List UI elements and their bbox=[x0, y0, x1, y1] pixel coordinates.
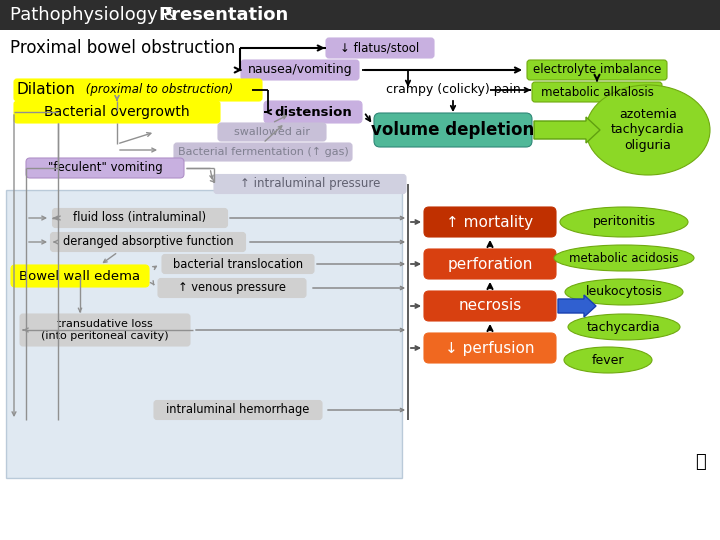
Text: Proximal bowel obstruction: Proximal bowel obstruction bbox=[10, 39, 235, 57]
FancyBboxPatch shape bbox=[424, 249, 556, 279]
Text: Presentation: Presentation bbox=[158, 6, 288, 24]
FancyBboxPatch shape bbox=[14, 79, 262, 101]
FancyBboxPatch shape bbox=[11, 265, 149, 287]
Text: fever: fever bbox=[592, 354, 624, 367]
Text: 🔊: 🔊 bbox=[695, 453, 706, 471]
FancyBboxPatch shape bbox=[241, 60, 359, 80]
Text: fluid loss (intraluminal): fluid loss (intraluminal) bbox=[73, 212, 207, 225]
Text: metabolic alkalosis: metabolic alkalosis bbox=[541, 85, 654, 98]
FancyBboxPatch shape bbox=[424, 333, 556, 363]
FancyBboxPatch shape bbox=[26, 158, 184, 178]
Text: ↑ mortality: ↑ mortality bbox=[446, 214, 534, 230]
Text: leukocytosis: leukocytosis bbox=[585, 286, 662, 299]
Text: ↓ flatus/stool: ↓ flatus/stool bbox=[341, 42, 420, 55]
FancyBboxPatch shape bbox=[174, 143, 352, 161]
Text: metabolic acidosis: metabolic acidosis bbox=[570, 252, 679, 265]
FancyBboxPatch shape bbox=[218, 123, 326, 141]
Ellipse shape bbox=[565, 279, 683, 305]
Ellipse shape bbox=[554, 245, 694, 271]
FancyArrow shape bbox=[558, 295, 596, 317]
FancyBboxPatch shape bbox=[532, 82, 662, 102]
Text: volume depletion: volume depletion bbox=[372, 121, 535, 139]
FancyBboxPatch shape bbox=[527, 60, 667, 80]
FancyBboxPatch shape bbox=[424, 207, 556, 237]
FancyBboxPatch shape bbox=[214, 174, 406, 193]
Text: electrolyte imbalance: electrolyte imbalance bbox=[533, 64, 661, 77]
Text: distension: distension bbox=[274, 105, 352, 118]
Text: (proximal to obstruction): (proximal to obstruction) bbox=[82, 84, 233, 97]
Text: intraluminal hemorrhage: intraluminal hemorrhage bbox=[166, 403, 310, 416]
Text: bacterial translocation: bacterial translocation bbox=[173, 258, 303, 271]
Text: ↓ perfusion: ↓ perfusion bbox=[445, 341, 535, 355]
Text: deranged absorptive function: deranged absorptive function bbox=[63, 235, 233, 248]
Text: peritonitis: peritonitis bbox=[593, 215, 655, 228]
FancyArrow shape bbox=[534, 117, 600, 143]
Text: nausea/vomiting: nausea/vomiting bbox=[248, 64, 352, 77]
Text: swallowed air: swallowed air bbox=[234, 127, 310, 137]
FancyBboxPatch shape bbox=[154, 401, 322, 420]
Text: crampy (colicky) pain: crampy (colicky) pain bbox=[386, 84, 521, 97]
FancyBboxPatch shape bbox=[158, 279, 306, 298]
FancyBboxPatch shape bbox=[50, 233, 246, 252]
Text: Bowel wall edema: Bowel wall edema bbox=[19, 269, 140, 282]
Text: Bacterial overgrowth: Bacterial overgrowth bbox=[44, 105, 190, 119]
FancyBboxPatch shape bbox=[6, 190, 402, 478]
Text: "feculent" vomiting: "feculent" vomiting bbox=[48, 161, 163, 174]
Ellipse shape bbox=[568, 314, 680, 340]
Text: necrosis: necrosis bbox=[459, 299, 521, 314]
Text: ↑ venous pressure: ↑ venous pressure bbox=[178, 281, 286, 294]
Text: azotemia
tachycardia
oliguria: azotemia tachycardia oliguria bbox=[611, 109, 685, 152]
FancyBboxPatch shape bbox=[14, 101, 220, 123]
Text: transudative loss
(into peritoneal cavity): transudative loss (into peritoneal cavit… bbox=[41, 319, 168, 341]
FancyBboxPatch shape bbox=[20, 314, 190, 346]
Text: ↑ intraluminal pressure: ↑ intraluminal pressure bbox=[240, 178, 380, 191]
FancyBboxPatch shape bbox=[53, 208, 228, 227]
FancyBboxPatch shape bbox=[424, 291, 556, 321]
Text: Pathophysiology &: Pathophysiology & bbox=[10, 6, 184, 24]
Text: Dilation: Dilation bbox=[16, 83, 75, 98]
FancyBboxPatch shape bbox=[374, 113, 532, 147]
FancyBboxPatch shape bbox=[326, 38, 434, 58]
Ellipse shape bbox=[564, 347, 652, 373]
Text: Bacterial fermentation (↑ gas): Bacterial fermentation (↑ gas) bbox=[178, 147, 348, 157]
FancyBboxPatch shape bbox=[162, 254, 314, 273]
Ellipse shape bbox=[560, 207, 688, 237]
FancyBboxPatch shape bbox=[264, 101, 362, 123]
Bar bbox=[0, 0, 720, 30]
Text: tachycardia: tachycardia bbox=[587, 321, 661, 334]
Ellipse shape bbox=[586, 85, 710, 175]
Text: perforation: perforation bbox=[447, 256, 533, 272]
